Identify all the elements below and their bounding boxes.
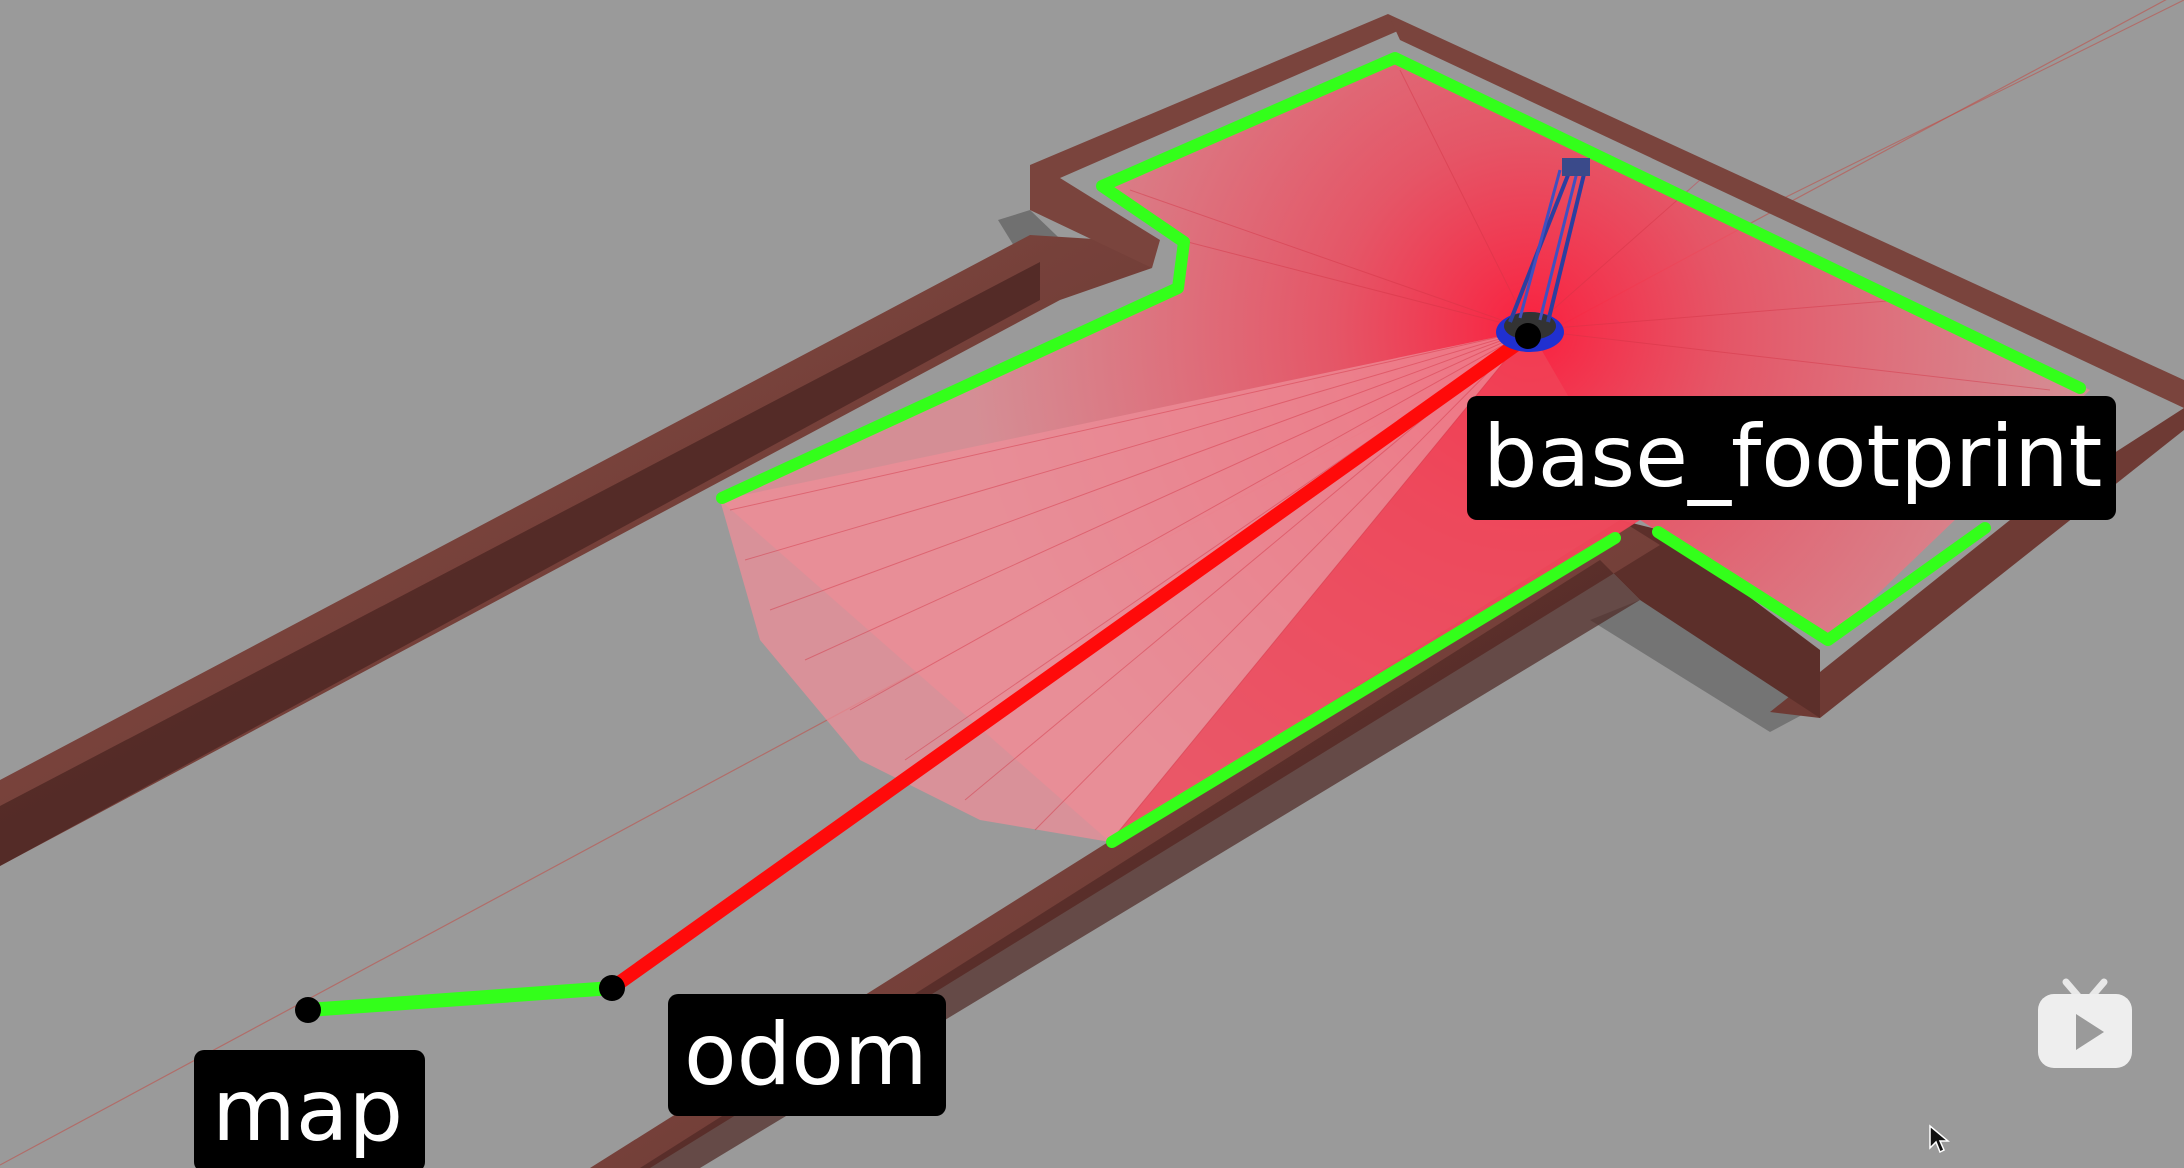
wall-shadow-right <box>1590 600 1830 732</box>
odom-frame-label: odom <box>668 994 946 1116</box>
tv-play-icon[interactable] <box>2036 978 2134 1070</box>
grid-axis-line-2 <box>1779 0 2184 201</box>
wall-upper-left <box>1030 14 1400 268</box>
base-footprint-frame-node <box>1515 323 1541 349</box>
mouse-cursor-icon <box>1929 1124 1950 1154</box>
wall-top-right <box>1388 14 2184 408</box>
map-frame-node <box>295 997 321 1023</box>
map-frame-label: map <box>194 1050 426 1168</box>
laser-rays <box>729 69 2051 843</box>
scan-boundary <box>716 52 2086 848</box>
laser-fan <box>720 330 1530 842</box>
base-footprint-frame-label: base_footprint <box>1467 396 2117 520</box>
odom-to-base-path <box>605 329 1535 995</box>
wall-left-long-face <box>0 262 1040 866</box>
map-to-odom-path <box>301 981 619 1017</box>
odom-frame-node <box>599 975 625 1001</box>
wall-right-inner <box>1600 520 1820 718</box>
